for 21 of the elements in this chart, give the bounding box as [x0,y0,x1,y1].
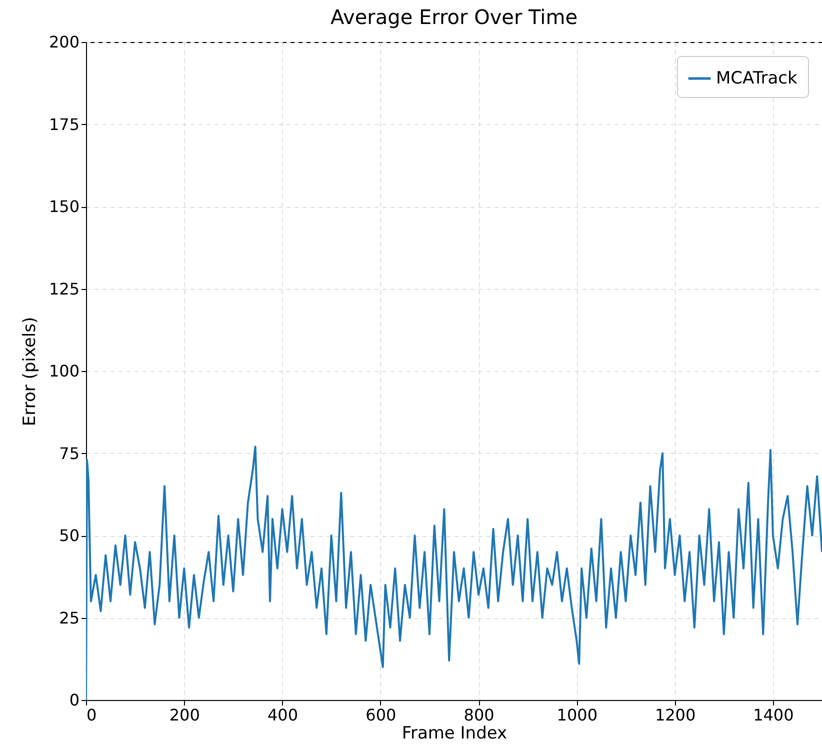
y-tick-label: 150 [48,197,80,216]
x-axis-title: Frame Index [402,724,508,744]
x-tick-label: 800 [464,706,494,724]
y-tick-label: 50 [59,526,80,545]
y-axis-title: Error (pixels) [20,316,40,426]
y-tick-label: 200 [48,32,80,52]
y-tick-label: 125 [48,279,80,298]
y-tick-label: 75 [59,444,80,463]
y-tick-label: 0 [69,690,80,710]
x-tick-label: 1200 [654,706,696,724]
x-tick-label: 200 [169,706,200,724]
y-tick-label: 100 [48,362,80,380]
y-tick-label: 25 [59,608,80,628]
chart-title: Average Error Over Time [330,5,578,29]
x-tick-label: 0 [86,706,97,724]
legend-label: MCATrack [716,68,798,88]
x-tick-label: 600 [366,706,396,724]
x-tick-label: 400 [267,706,298,724]
x-tick-label: 1000 [556,706,598,724]
x-tick-label: 1400 [753,706,794,724]
y-tick-label: 175 [48,114,80,134]
